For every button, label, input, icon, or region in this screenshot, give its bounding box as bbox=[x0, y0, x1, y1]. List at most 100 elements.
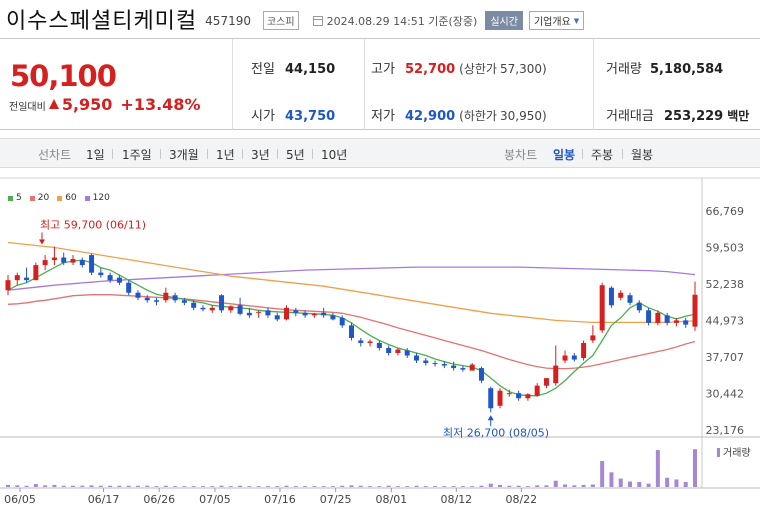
candle-body bbox=[265, 310, 271, 316]
change-label: 전일대비 bbox=[9, 102, 46, 113]
divider bbox=[622, 149, 623, 159]
candle-body bbox=[395, 349, 401, 354]
volume-bar bbox=[219, 485, 224, 487]
volume-bar bbox=[590, 484, 595, 487]
high-arrow-head bbox=[39, 239, 45, 245]
volume-bar bbox=[488, 483, 493, 487]
candle-body bbox=[618, 292, 624, 298]
volume-bar bbox=[154, 486, 159, 487]
high-annotation: 최고 59,700 (06/11) bbox=[40, 219, 146, 232]
volume-bar bbox=[618, 478, 623, 487]
company-info-dropdown[interactable]: 기업개요 ▼ bbox=[528, 11, 585, 30]
volume-bar bbox=[70, 485, 75, 487]
volume-bar bbox=[200, 486, 205, 487]
volume-bar bbox=[516, 485, 521, 487]
ma-legend: 5 20 60 120 bbox=[8, 193, 110, 203]
volume-bar bbox=[340, 485, 345, 487]
y-tick-label: 66,769 bbox=[706, 205, 745, 218]
y-tick-label: 44,973 bbox=[706, 314, 745, 327]
quote-datetime: 2024.08.29 14:51 기준(장중) bbox=[326, 15, 478, 28]
candle-monthly[interactable]: 월봉 bbox=[631, 148, 654, 162]
market-badge: 코스피 bbox=[262, 11, 299, 30]
candle-body bbox=[219, 295, 225, 311]
volume-bar bbox=[525, 486, 530, 487]
y-tick-label: 52,238 bbox=[706, 278, 745, 291]
candle-weekly[interactable]: 주봉 bbox=[591, 148, 614, 162]
line-chart-label: 선차트 bbox=[38, 148, 72, 162]
volume-bar bbox=[293, 486, 298, 487]
y-tick-label: 30,442 bbox=[706, 387, 745, 400]
candle-body bbox=[5, 280, 11, 291]
volume-bar bbox=[572, 485, 577, 487]
candle-body bbox=[302, 312, 308, 316]
candle-body bbox=[274, 315, 280, 320]
volume-bar bbox=[433, 486, 438, 487]
x-tick-label: 06/17 bbox=[88, 493, 120, 506]
volume-bar bbox=[108, 485, 113, 487]
divider bbox=[593, 39, 594, 130]
volume-bar bbox=[479, 485, 484, 487]
x-tick-label: 06/26 bbox=[143, 493, 175, 506]
candle-body bbox=[432, 363, 438, 365]
divider bbox=[242, 149, 243, 159]
volume-value: 5,180,584 bbox=[650, 62, 724, 77]
volume-legend-swatch bbox=[717, 448, 720, 457]
candle-daily[interactable]: 일봉 bbox=[553, 148, 576, 162]
divider bbox=[232, 39, 233, 130]
candle-body bbox=[191, 302, 197, 308]
period-3y[interactable]: 3년 bbox=[251, 148, 270, 162]
high-value: 52,700 bbox=[405, 62, 456, 77]
candle-body bbox=[116, 277, 122, 283]
trade-amount: 거래대금 253,229 백만 bbox=[606, 105, 749, 124]
candle-body bbox=[51, 257, 57, 261]
period-10y[interactable]: 10년 bbox=[321, 148, 348, 162]
upper-limit-label: (상한가 bbox=[459, 62, 497, 76]
amount-value: 253,229 bbox=[664, 109, 724, 124]
candle-body bbox=[451, 365, 457, 369]
period-3m[interactable]: 3개월 bbox=[169, 148, 199, 162]
volume-bar bbox=[43, 485, 48, 487]
upper-limit-value: 57,300) bbox=[499, 62, 547, 76]
period-1y[interactable]: 1년 bbox=[216, 148, 235, 162]
stock-name: 이수스페셜티케미컬 bbox=[6, 9, 198, 34]
volume-bar bbox=[145, 485, 150, 487]
y-tick-label: 23,176 bbox=[706, 424, 745, 437]
volume-bar bbox=[414, 485, 419, 487]
ma120-line bbox=[7, 266, 696, 291]
volume-label: 거래량 bbox=[606, 62, 642, 77]
candle-body bbox=[488, 388, 494, 409]
lower-limit-label: (하한가 bbox=[459, 109, 497, 123]
period-1w[interactable]: 1주일 bbox=[122, 148, 152, 162]
divider bbox=[312, 149, 313, 159]
divider bbox=[160, 149, 161, 159]
candle-body bbox=[24, 277, 30, 281]
candle-body bbox=[636, 302, 642, 311]
candle-body bbox=[376, 342, 382, 348]
candle-body bbox=[42, 260, 48, 266]
current-price: 50,100 bbox=[10, 59, 117, 93]
volume-bar bbox=[191, 486, 196, 487]
period-5y[interactable]: 5년 bbox=[286, 148, 305, 162]
volume-bar bbox=[228, 486, 233, 487]
candle-body bbox=[79, 260, 85, 266]
candle-body bbox=[349, 325, 354, 338]
stock-header: 이수스페셜티케미컬 457190 코스피 2024.08.29 14:51 기준… bbox=[0, 0, 760, 38]
candle-body bbox=[321, 312, 327, 316]
candle-body bbox=[581, 342, 587, 359]
divider bbox=[364, 39, 365, 130]
realtime-button[interactable]: 실시간 bbox=[485, 11, 523, 30]
candle-body bbox=[339, 317, 345, 326]
volume-bar bbox=[210, 486, 215, 487]
volume-bar bbox=[80, 485, 85, 487]
period-1d[interactable]: 1일 bbox=[86, 148, 105, 162]
y-tick-label: 37,707 bbox=[706, 351, 745, 364]
candle-chart-label: 봉차트 bbox=[504, 148, 538, 162]
volume-bar bbox=[312, 486, 317, 487]
volume-bar bbox=[655, 450, 660, 487]
stock-code: 457190 bbox=[205, 14, 251, 28]
volume-bar bbox=[442, 486, 447, 487]
volume-bar bbox=[275, 486, 280, 487]
candle-body bbox=[441, 364, 447, 366]
candle-body bbox=[181, 300, 187, 303]
